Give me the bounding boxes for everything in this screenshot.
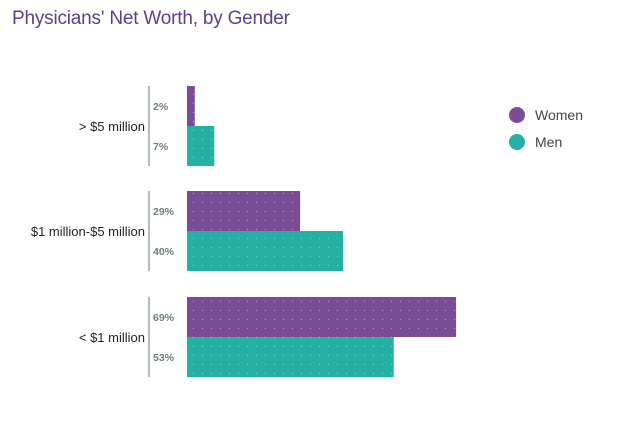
data-label: 2% [153, 101, 169, 113]
bar-texture [187, 337, 394, 377]
legend-item-men: Men [509, 134, 562, 150]
category-group: < $1 million 69% 53% [79, 297, 457, 377]
category-group: > $5 million 2% 7% [79, 86, 215, 166]
data-label: 7% [153, 141, 169, 153]
data-label: 53% [153, 352, 175, 364]
bar-texture [187, 86, 195, 126]
category-label: $1 million-$5 million [31, 224, 145, 239]
legend-item-women: Women [509, 107, 583, 123]
category-label: > $5 million [79, 119, 145, 134]
legend-swatch [509, 107, 525, 123]
bar-texture [187, 297, 457, 337]
bar-texture [187, 126, 215, 166]
chart-title: Physicians' Net Worth, by Gender [12, 8, 290, 29]
category-group: $1 million-$5 million 29% 40% [31, 191, 343, 271]
bar-texture [187, 231, 343, 271]
legend-label: Men [535, 134, 562, 150]
data-label: 40% [153, 246, 175, 258]
category-label: < $1 million [79, 330, 145, 345]
legend-swatch [509, 134, 525, 150]
legend-label: Women [535, 107, 583, 123]
data-label: 29% [153, 206, 175, 218]
data-label: 69% [153, 312, 175, 324]
bar-texture [187, 191, 301, 231]
